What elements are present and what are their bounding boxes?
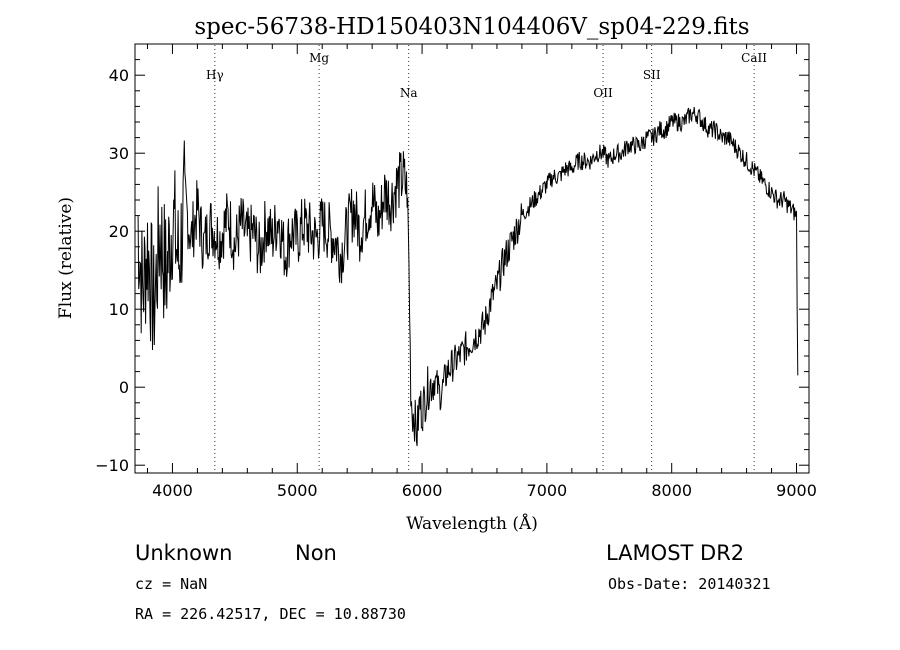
- y-tick-label-0: 0: [119, 378, 129, 397]
- x-tick-label-9000: 9000: [776, 481, 817, 500]
- line-marker-label: CaII: [741, 51, 767, 65]
- y-tick-label--10: −10: [95, 456, 129, 475]
- redshift-label: cz = NaN: [135, 575, 207, 593]
- chart-title: spec-56738-HD150403N104406V_sp04-229.fit…: [194, 14, 749, 40]
- y-tick-label-10: 10: [109, 300, 129, 319]
- spectrum-series-line: [137, 106, 799, 447]
- line-marker-label: OII: [593, 86, 613, 100]
- line-marker-label: Mg: [309, 51, 329, 65]
- y-tick-label-20: 20: [109, 222, 129, 241]
- x-axis-label: Wavelength (Å): [406, 513, 538, 534]
- y-axis-label: Flux (relative): [56, 197, 76, 319]
- line-marker-label: Na: [400, 86, 418, 100]
- y-tick-label-40: 40: [109, 66, 129, 85]
- plot-frame: [134, 43, 810, 474]
- x-tick-label-7000: 7000: [527, 481, 568, 500]
- object-subclass: Non: [295, 541, 337, 565]
- x-tick-label-4000: 4000: [152, 481, 193, 500]
- x-tick-label-8000: 8000: [651, 481, 692, 500]
- obs-date-label: Obs-Date: 20140321: [608, 575, 771, 593]
- y-tick-label-30: 30: [109, 144, 129, 163]
- object-class: Unknown: [135, 541, 232, 565]
- survey-label: LAMOST DR2: [606, 541, 744, 565]
- coordinates-label: RA = 226.42517, DEC = 10.88730: [135, 605, 406, 623]
- x-tick-label-5000: 5000: [277, 481, 318, 500]
- line-marker-label: SII: [643, 68, 661, 82]
- x-tick-label-6000: 6000: [402, 481, 443, 500]
- line-marker-label: Hγ: [206, 68, 224, 82]
